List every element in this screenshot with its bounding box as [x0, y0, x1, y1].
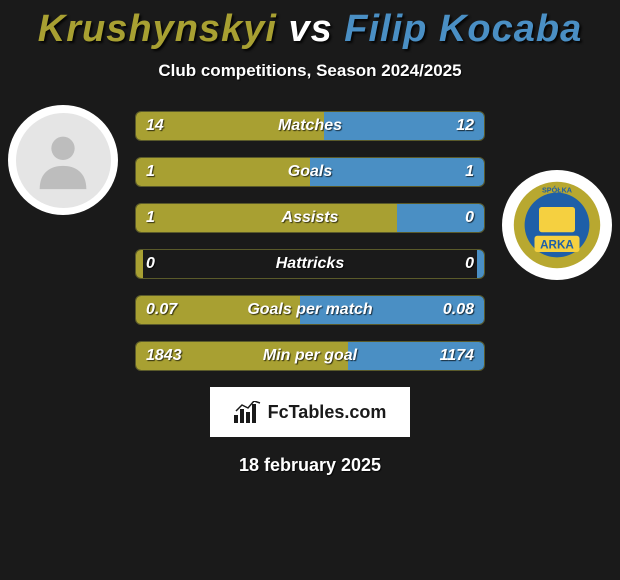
title-vs: vs [277, 8, 344, 50]
club-crest-icon: SPÓŁKA ARKA [512, 180, 602, 270]
page-title: Krushynskyi vs Filip Kocaba [0, 0, 620, 51]
stat-row: 0.070.08Goals per match [135, 295, 485, 325]
stat-label: Assists [136, 204, 484, 232]
title-left-player: Krushynskyi [38, 8, 277, 50]
bar-chart-icon [234, 401, 262, 423]
stat-row: 18431174Min per goal [135, 341, 485, 371]
right-player-avatar: SPÓŁKA ARKA [502, 170, 612, 280]
crest-top-text: SPÓŁKA [542, 186, 572, 195]
comparison-card: Krushynskyi vs Filip Kocaba Club competi… [0, 0, 620, 580]
stat-label: Goals [136, 158, 484, 186]
stat-row: 00Hattricks [135, 249, 485, 279]
date-label: 18 february 2025 [0, 455, 620, 476]
title-right-player: Filip Kocaba [344, 8, 582, 50]
brand-text: FcTables.com [268, 402, 387, 423]
stat-label: Goals per match [136, 296, 484, 324]
avatar-placeholder [16, 113, 111, 208]
stat-row: 10Assists [135, 203, 485, 233]
stat-label: Matches [136, 112, 484, 140]
person-icon [28, 125, 98, 195]
subtitle: Club competitions, Season 2024/2025 [0, 61, 620, 81]
stats-list: 1412Matches 11Goals 10Assists 00Hattricks 0.… [135, 111, 485, 371]
stat-label: Min per goal [136, 342, 484, 370]
crest-main-text: ARKA [540, 238, 574, 251]
stat-row: 11Goals [135, 157, 485, 187]
left-player-avatar [8, 105, 118, 215]
stat-row: 1412Matches [135, 111, 485, 141]
stat-label: Hattricks [136, 250, 484, 278]
brand-logo: FcTables.com [210, 387, 410, 437]
